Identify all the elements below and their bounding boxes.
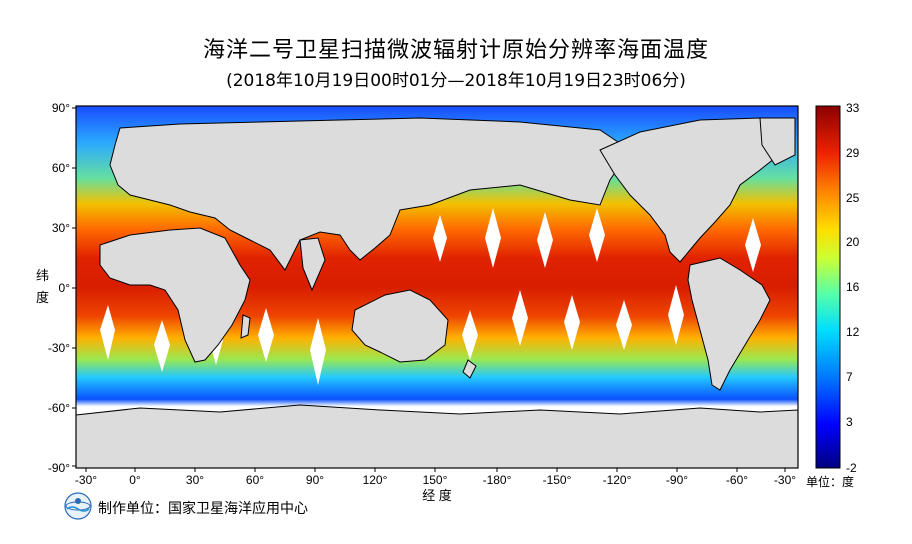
lat-tick: -30° — [48, 341, 70, 355]
lon-tick: 60° — [246, 473, 264, 487]
map-frame — [75, 105, 799, 469]
map-subtitle: (2018年10月19日00时01分—2018年10月19日23时06分) — [226, 71, 686, 91]
lon-tick-marks — [85, 468, 786, 472]
colorbar-tick: 33 — [846, 101, 860, 115]
lon-tick-labels: -30° 0° 30° 60° 90° 120° 150° -180° -150… — [75, 473, 796, 487]
colorbar-tick: 7 — [846, 370, 853, 384]
colorbar-tick-labels: 33 29 25 20 16 12 7 3 -2 — [846, 101, 860, 475]
colorbar-tick: 16 — [846, 280, 860, 294]
x-axis-label: 经 度 — [422, 488, 452, 503]
colorbar-tick: 29 — [846, 146, 860, 160]
lon-tick: -120° — [603, 473, 632, 487]
colorbar-tick: 3 — [846, 415, 853, 429]
colorbar-unit: 单位：度 — [806, 474, 854, 489]
producer-label: 制作单位：国家卫星海洋应用中心 — [98, 501, 308, 517]
lon-tick: 90° — [306, 473, 324, 487]
map-title: 海洋二号卫星扫描微波辐射计原始分辨率海面温度 — [202, 38, 709, 63]
lon-tick: 120° — [363, 473, 388, 487]
lat-tick: 90° — [52, 101, 70, 115]
lat-tick: 0° — [59, 281, 71, 295]
soa-logo-icon — [64, 492, 92, 520]
y-axis-label-1: 纬 — [36, 268, 49, 283]
lat-tick: -60° — [48, 401, 70, 415]
colorbar-tick: 20 — [846, 235, 860, 249]
lon-tick: -30° — [774, 473, 796, 487]
lon-tick: -150° — [543, 473, 572, 487]
lat-tick-labels: 90° 60° 30° 0° -30° -60° -90° — [48, 101, 70, 475]
lon-tick: -180° — [483, 473, 512, 487]
colorbar-tick: -2 — [846, 461, 857, 475]
lat-tick: 30° — [52, 221, 70, 235]
land-masses — [75, 117, 799, 469]
lon-tick: 150° — [423, 473, 448, 487]
lon-tick: -30° — [75, 473, 97, 487]
lon-tick: 0° — [129, 473, 141, 487]
colorbar-tick: 12 — [846, 325, 860, 339]
colorbar-tick: 25 — [846, 191, 860, 205]
lat-tick-marks — [72, 107, 76, 467]
lon-tick: 30° — [186, 473, 204, 487]
colorbar — [815, 105, 841, 469]
lon-tick: -90° — [666, 473, 688, 487]
y-axis-label-2: 度 — [36, 290, 49, 305]
lon-tick: -60° — [726, 473, 748, 487]
lat-tick: 60° — [52, 161, 70, 175]
lat-tick: -90° — [48, 461, 70, 475]
